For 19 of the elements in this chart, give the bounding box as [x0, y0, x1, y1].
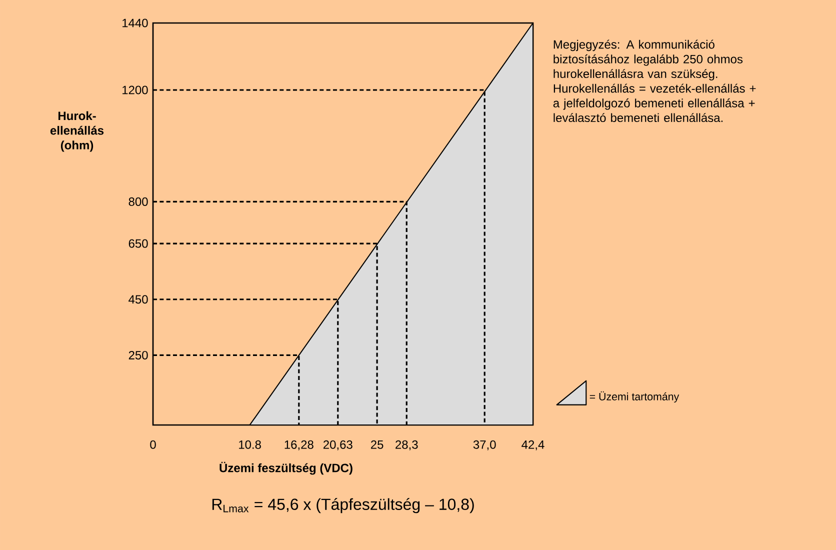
y-tick-label: 650	[128, 239, 148, 248]
x-tick-label: 20,63	[323, 440, 352, 450]
y-tick-label: 800	[128, 197, 148, 206]
y-tick-label: 1200	[122, 86, 148, 94]
y-axis-title: Hurok-ellenállás (ohm)	[50, 111, 104, 152]
text: Megjegyzés: A kommunikáció biztosításához legalább 250 ohmos hurokellenállásra van szükség. Hurokellenállás = vezeték-ellenállás + a jelfeldolgozó bemeneti ellenállása + leválasztó bemeneti ellenállása.	[553, 40, 756, 122]
x-tick-label: 10.8	[239, 440, 261, 449]
x-tick-label: 16,28	[284, 440, 314, 450]
x-tick-label: 25	[370, 440, 384, 449]
y-tick-label: 1440	[122, 18, 148, 28]
x-tick-label: 28,3	[396, 440, 418, 450]
x-axis-title: Üzemi feszültség (VDC)	[220, 462, 352, 475]
y-tick-label: 450	[128, 295, 148, 304]
y-tick-label: 250	[128, 350, 148, 360]
text: R$_{Lmax}$ = 45,6 x (Tápfeszültség – 10,8)	[212, 498, 474, 514]
x-tick-label: 37,0	[473, 440, 496, 450]
x-tick-label: 42,4	[522, 440, 544, 450]
x-tick-label: 0	[150, 440, 156, 449]
legend-label: = Üzemi tartomány	[590, 391, 680, 403]
